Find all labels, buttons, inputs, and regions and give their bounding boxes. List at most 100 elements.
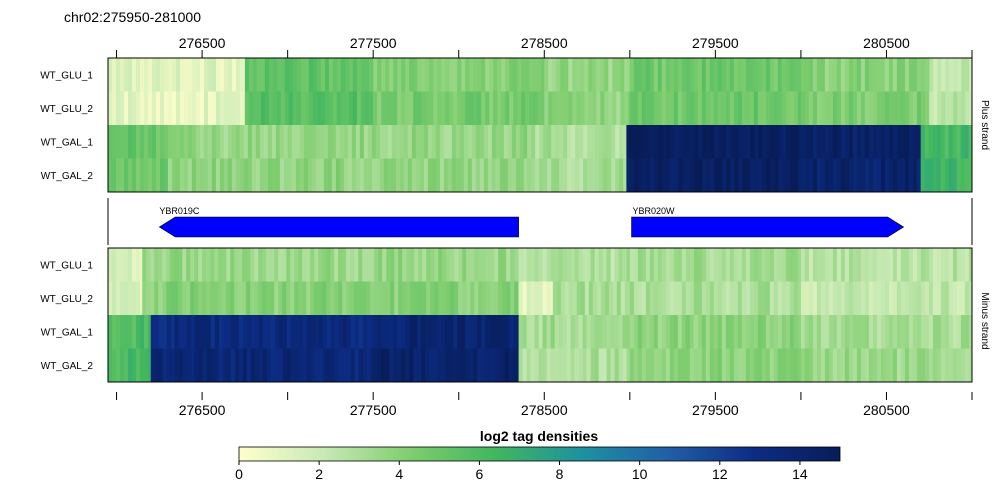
heatmap-cell [513,58,518,92]
heatmap-cell [808,58,814,92]
heatmap-cell [762,158,767,192]
heatmap-cell [247,158,253,192]
heatmap-cell [446,248,451,282]
heatmap-cell [705,281,711,315]
row-label: WT_GLU_2 [40,104,93,115]
heatmap-cell [706,125,711,159]
heatmap-cell [350,348,356,382]
heatmap-cell [800,348,806,382]
heatmap-cell [777,248,783,282]
heatmap-cell [816,281,822,315]
heatmap-cell [689,91,695,125]
heatmap-cell [434,281,439,315]
heatmap-cell [336,91,342,125]
heatmap-cell [419,125,425,159]
heatmap-cell [124,125,129,159]
heatmap-cell [749,281,755,315]
heatmap-cell [685,348,691,382]
heatmap-cell [654,125,659,159]
heatmap-cell [594,248,600,282]
heatmap-cell [358,315,364,349]
heatmap-cell [505,58,510,92]
heatmap-cell [924,158,930,192]
heatmap-cell [493,91,498,125]
heatmap-cell [634,158,639,192]
heatmap-cell [722,158,727,192]
heatmap-cell [559,125,564,159]
heatmap-cell [840,348,846,382]
heatmap-cell [248,58,254,92]
heatmap-cell [701,248,707,282]
heatmap-cell [211,125,217,159]
heatmap-cell [112,281,117,315]
heatmap-cell [936,348,942,382]
heatmap-cell [828,125,834,159]
heatmap-cell [789,248,795,282]
heatmap-cell [136,58,141,92]
heatmap-cell [481,91,486,125]
heatmap-cell [283,125,289,159]
heatmap-cell [718,125,723,159]
heatmap-cell [166,315,172,349]
heatmap-cell [852,58,858,92]
heatmap-cell [526,248,532,282]
heatmap-cell [254,281,259,315]
heatmap-cell [542,315,548,349]
heatmap-cell [156,91,161,125]
heatmap-cell [674,125,679,159]
heatmap-cell [501,58,506,92]
heatmap-cell [713,91,719,125]
heatmap-cell [215,125,221,159]
heatmap-cell [584,281,590,315]
heatmap-cell [195,158,201,192]
heatmap-cell [876,281,882,315]
heatmap-cell [266,348,272,382]
heatmap-cell [669,91,675,125]
heatmap-cell [394,281,399,315]
heatmap-cell [828,91,834,125]
heatmap-cell [697,348,703,382]
heatmap-cell [188,91,193,125]
heatmap-cell [721,315,727,349]
heatmap-cell [828,58,834,92]
heatmap-cell [264,91,270,125]
heatmap-cell [908,248,914,282]
heatmap-cell [785,91,791,125]
heatmap-cell [509,348,514,382]
heatmap-cell [769,91,775,125]
heatmap-cell [250,281,255,315]
heatmap-cell [868,58,874,92]
heatmap-cell [611,158,616,192]
heatmap-cell [535,158,540,192]
heatmap-cell [164,125,169,159]
heatmap-cell [522,315,528,349]
heatmap-cell [322,348,328,382]
heatmap-cell [493,315,498,349]
heatmap-cell [562,348,568,382]
heatmap-cell [140,315,145,349]
heatmap-cell [721,58,727,92]
heatmap-cell [880,348,886,382]
heatmap-cell [359,125,365,159]
heatmap-cell [132,91,137,125]
heatmap-cell [633,348,639,382]
heatmap-cell [552,58,557,92]
heatmap-cell [964,125,970,159]
heatmap-cell [144,348,149,382]
heatmap-cell [425,91,430,125]
heatmap-cell [844,315,850,349]
heatmap-cell [247,125,253,159]
heatmap-cell [120,158,125,192]
heatmap-cell [214,348,220,382]
heatmap-cell [741,248,747,282]
heatmap-cell [178,348,184,382]
heatmap-cell [547,125,552,159]
heatmap-cell [884,248,890,282]
heatmap-cell [960,315,966,349]
heatmap-cell [622,248,628,282]
heatmap-cell [820,58,826,92]
heatmap-cell [336,58,342,92]
heatmap-cell [944,248,950,282]
heatmap-cell [709,315,715,349]
heatmap-cell [968,315,973,349]
